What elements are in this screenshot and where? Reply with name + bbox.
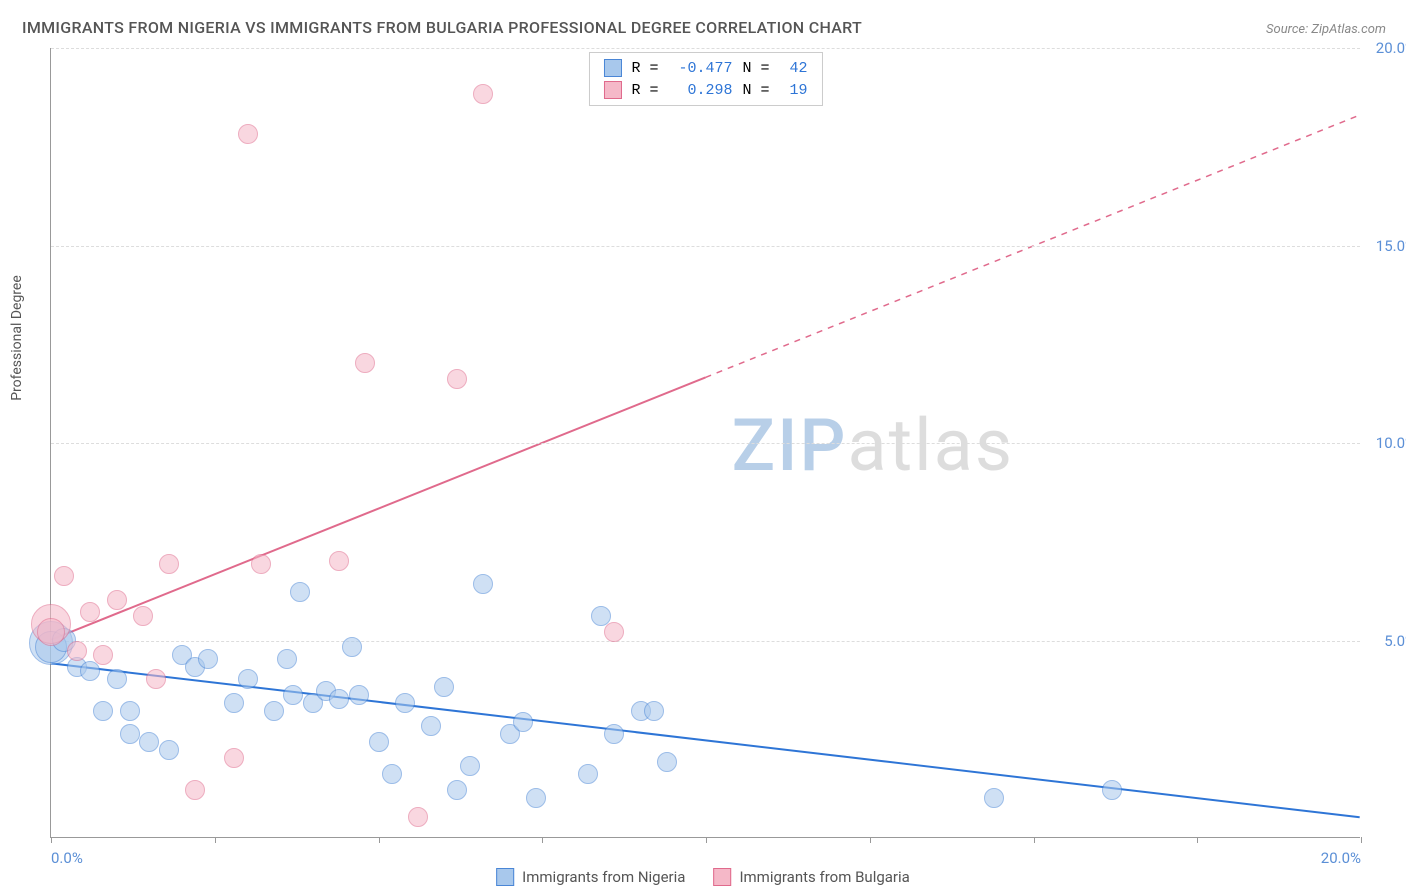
chart-title: IMMIGRANTS FROM NIGERIA VS IMMIGRANTS FR…	[22, 18, 862, 37]
scatter-point	[185, 780, 205, 800]
swatch-nigeria-bottom	[496, 868, 514, 886]
x-tick	[870, 837, 871, 843]
scatter-point	[120, 724, 140, 744]
x-tick-label: 0.0%	[51, 849, 83, 867]
scatter-point	[355, 353, 375, 373]
r-value-bulgaria: 0.298	[669, 82, 733, 99]
r-value-nigeria: -0.477	[669, 60, 733, 77]
gridline	[51, 48, 1360, 49]
scatter-point	[513, 712, 533, 732]
scatter-point	[283, 685, 303, 705]
scatter-point	[1102, 780, 1122, 800]
gridline	[51, 641, 1360, 642]
scatter-point	[447, 780, 467, 800]
gridline	[51, 443, 1360, 444]
scatter-point	[526, 788, 546, 808]
scatter-point	[107, 669, 127, 689]
scatter-point	[329, 551, 349, 571]
scatter-point	[434, 677, 454, 697]
scatter-point	[37, 618, 65, 646]
x-tick	[51, 837, 52, 843]
x-tick	[1361, 837, 1362, 843]
scatter-point	[80, 602, 100, 622]
scatter-point	[473, 84, 493, 104]
legend-correlation: R = -0.477 N = 42 R = 0.298 N = 19	[588, 52, 822, 106]
legend-label: Immigrants from Nigeria	[522, 868, 685, 886]
scatter-point	[408, 807, 428, 827]
scatter-point	[473, 574, 493, 594]
x-tick	[1197, 837, 1198, 843]
r-label: R =	[631, 60, 658, 77]
scatter-point	[159, 554, 179, 574]
x-tick	[215, 837, 216, 843]
n-value-nigeria: 42	[780, 60, 808, 77]
scatter-point	[447, 369, 467, 389]
trend-line-solid	[51, 377, 705, 639]
r-label: R =	[631, 82, 658, 99]
scatter-point	[224, 748, 244, 768]
scatter-point	[382, 764, 402, 784]
scatter-point	[238, 669, 258, 689]
scatter-point	[578, 764, 598, 784]
scatter-point	[349, 685, 369, 705]
y-tick-label: 5.0%	[1366, 632, 1406, 650]
swatch-bulgaria-bottom	[713, 868, 731, 886]
y-tick-label: 10.0%	[1366, 434, 1406, 452]
scatter-point	[264, 701, 284, 721]
gridline	[51, 246, 1360, 247]
y-axis-title: Professional Degree	[9, 275, 25, 401]
scatter-point	[342, 637, 362, 657]
legend-item-bulgaria: Immigrants from Bulgaria	[713, 868, 909, 886]
n-label: N =	[743, 60, 770, 77]
scatter-point	[139, 732, 159, 752]
watermark-atlas: atlas	[847, 403, 1014, 488]
scatter-point	[984, 788, 1004, 808]
x-tick	[379, 837, 380, 843]
scatter-point	[133, 606, 153, 626]
legend-label: Immigrants from Bulgaria	[739, 868, 909, 886]
scatter-point	[238, 124, 258, 144]
scatter-point	[369, 732, 389, 752]
scatter-point	[224, 693, 244, 713]
watermark: ZIPatlas	[732, 403, 1014, 488]
scatter-point	[93, 701, 113, 721]
n-value-bulgaria: 19	[780, 82, 808, 99]
scatter-point	[604, 622, 624, 642]
scatter-point	[329, 689, 349, 709]
scatter-point	[395, 693, 415, 713]
scatter-point	[644, 701, 664, 721]
scatter-point	[657, 752, 677, 772]
scatter-point	[80, 661, 100, 681]
legend-item-nigeria: Immigrants from Nigeria	[496, 868, 685, 886]
legend-series: Immigrants from Nigeria Immigrants from …	[496, 868, 910, 886]
watermark-zip: ZIP	[732, 403, 848, 488]
scatter-point	[604, 724, 624, 744]
scatter-point	[460, 756, 480, 776]
source-attribution: Source: ZipAtlas.com	[1266, 22, 1386, 37]
scatter-point	[251, 554, 271, 574]
scatter-point	[67, 641, 87, 661]
scatter-point	[107, 590, 127, 610]
x-tick	[542, 837, 543, 843]
legend-row-bulgaria: R = 0.298 N = 19	[603, 79, 807, 101]
scatter-point	[54, 566, 74, 586]
n-label: N =	[743, 82, 770, 99]
scatter-point	[159, 740, 179, 760]
scatter-point	[290, 582, 310, 602]
x-tick	[706, 837, 707, 843]
y-tick-label: 20.0%	[1366, 39, 1406, 57]
swatch-nigeria	[603, 59, 621, 77]
x-tick-label: 20.0%	[1321, 849, 1361, 867]
scatter-point	[198, 649, 218, 669]
x-tick	[1034, 837, 1035, 843]
swatch-bulgaria	[603, 81, 621, 99]
legend-row-nigeria: R = -0.477 N = 42	[603, 57, 807, 79]
scatter-point	[93, 645, 113, 665]
plot-area: Professional Degree ZIPatlas R = -0.477 …	[50, 48, 1360, 838]
y-tick-label: 15.0%	[1366, 237, 1406, 255]
scatter-point	[146, 669, 166, 689]
scatter-point	[120, 701, 140, 721]
scatter-point	[277, 649, 297, 669]
scatter-point	[421, 716, 441, 736]
